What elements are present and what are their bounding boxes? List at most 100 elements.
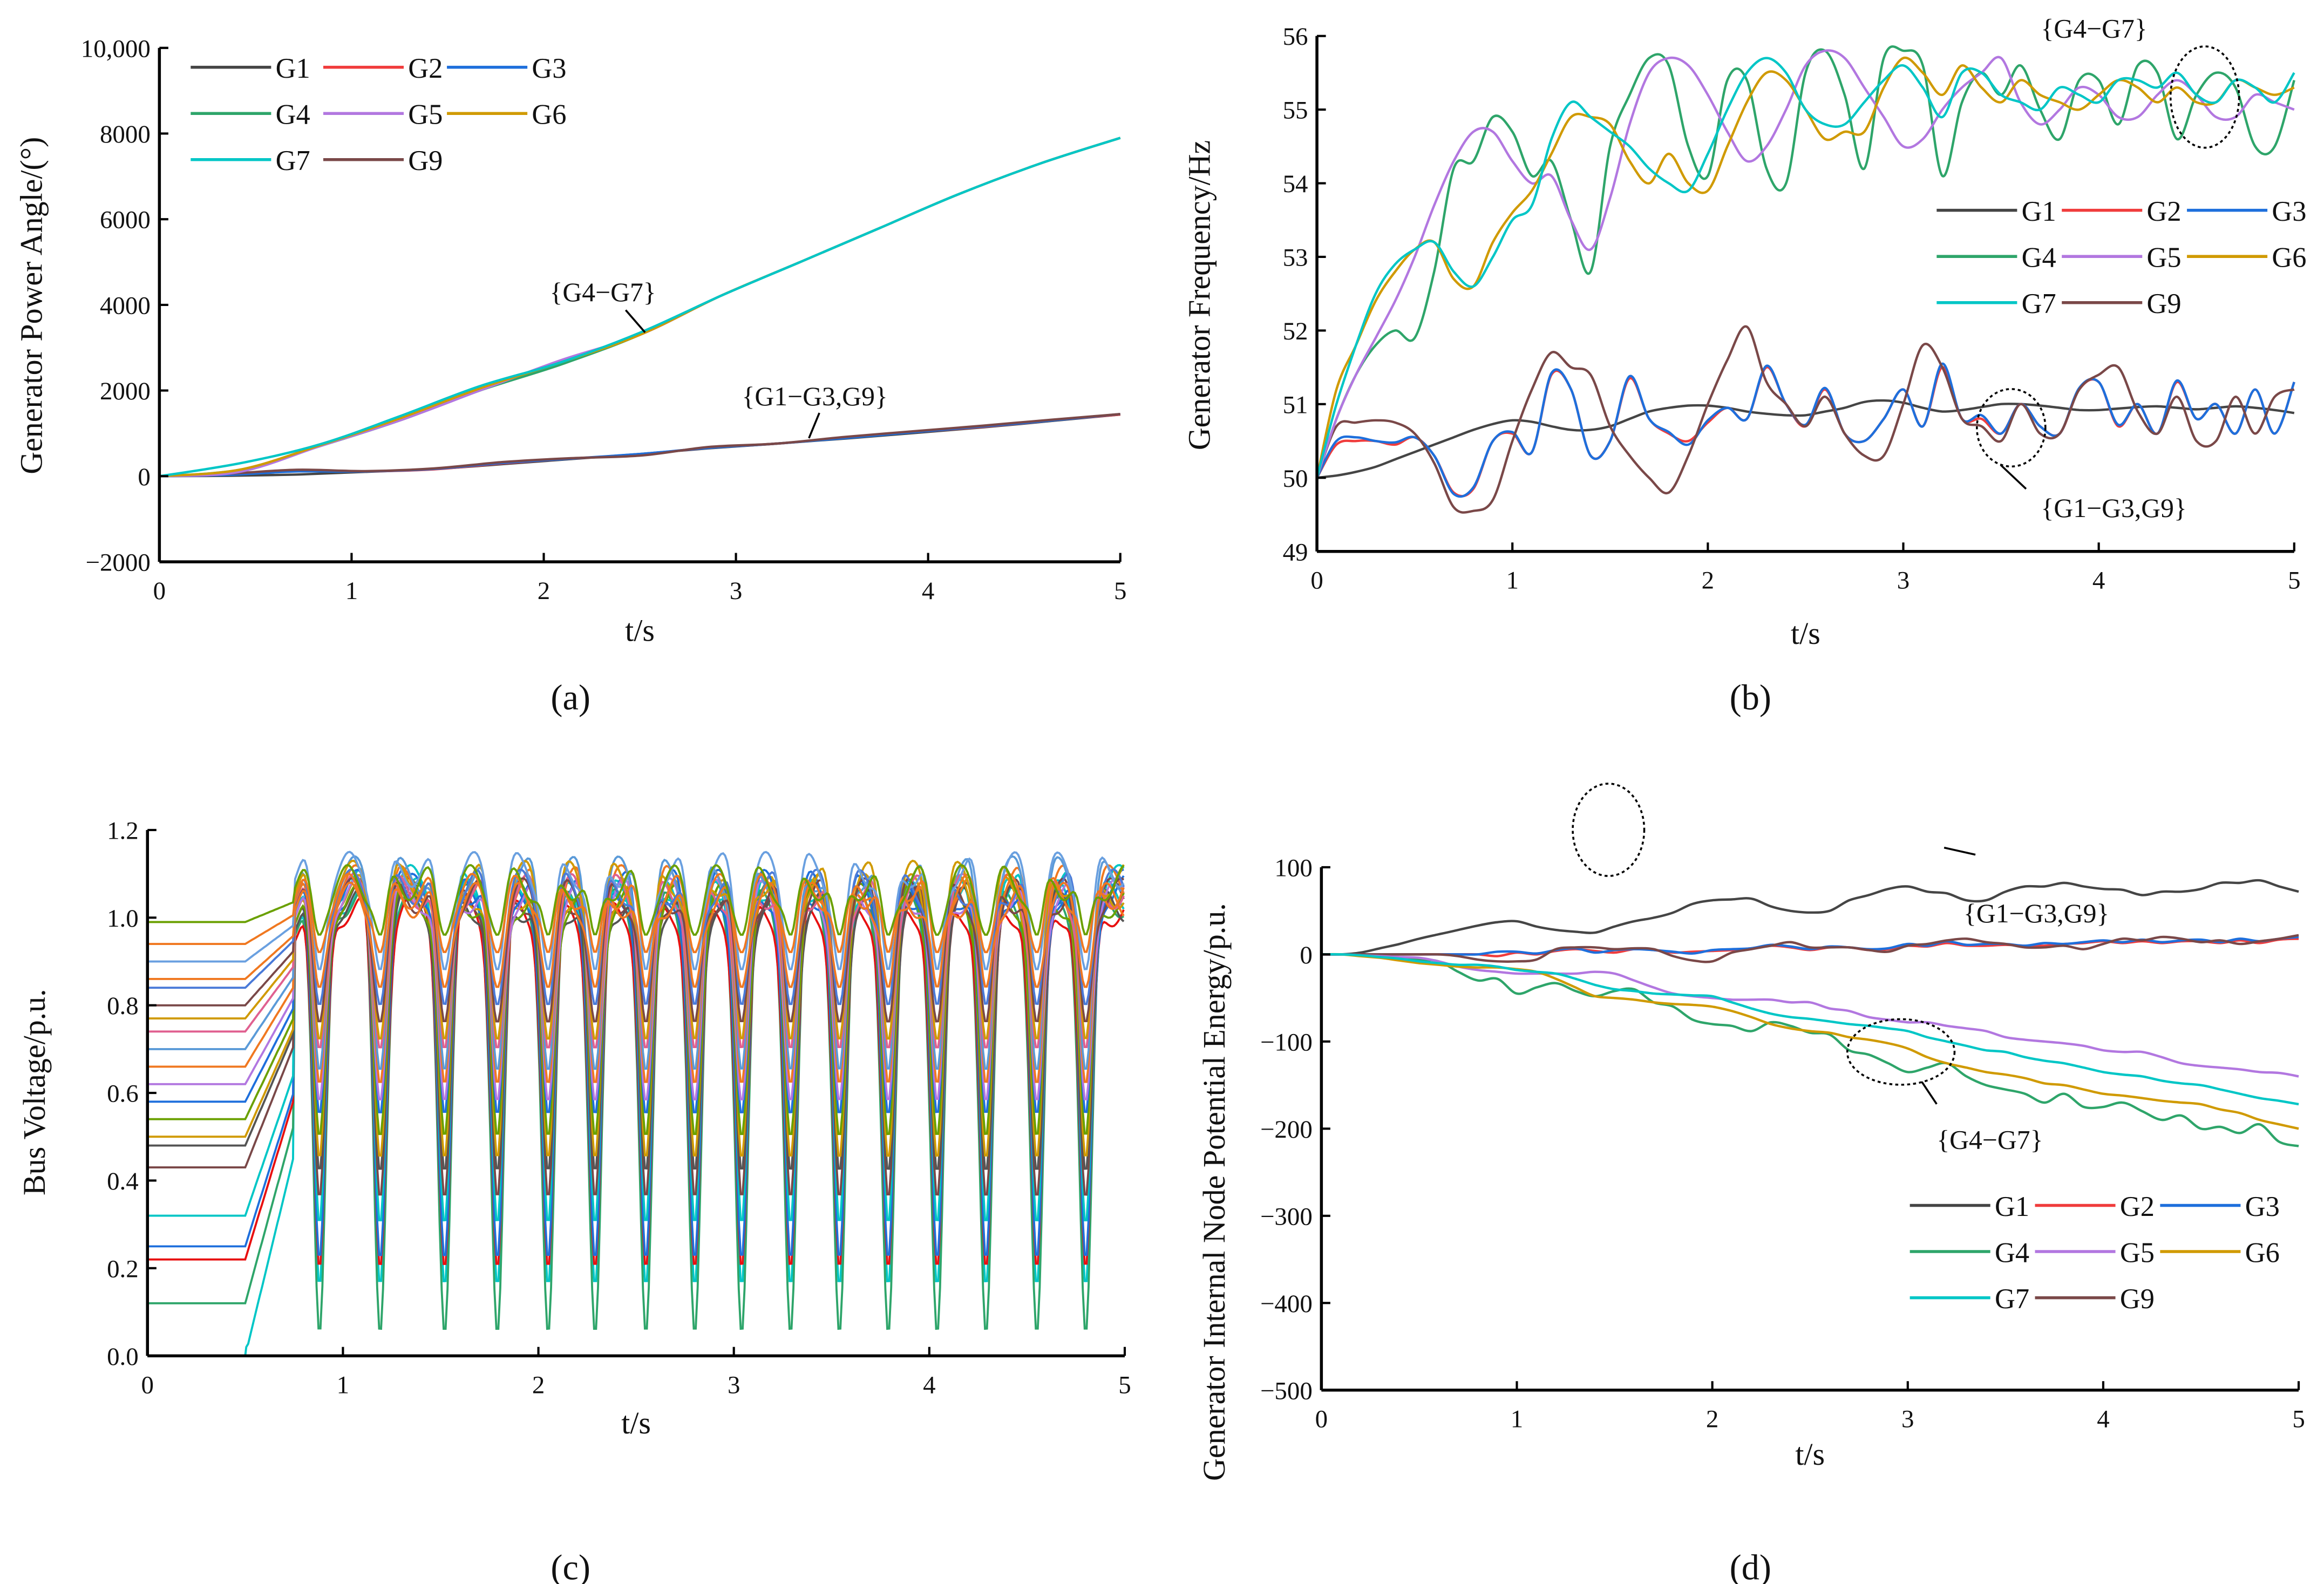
y-tick-label: 54 xyxy=(1283,170,1308,198)
y-tick-label: 0.4 xyxy=(107,1167,139,1195)
series-line-g1 xyxy=(1321,879,2299,956)
legend-label-g4: G4 xyxy=(1995,1237,2029,1268)
series-line-g9 xyxy=(159,413,1120,478)
annotations: {G4−G7} {G1−G3,G9} xyxy=(1976,13,2240,523)
x-axis-label: t/s xyxy=(625,613,655,648)
y-tick-label: 4000 xyxy=(100,291,151,319)
annotation-label: {G4−G7} xyxy=(2041,13,2148,43)
series-line-g7 xyxy=(159,137,1121,478)
series-lines xyxy=(1321,879,2299,1147)
chart-c: 1.2 1.0 0.8 0.6 0.4 0.2 0.00 1 2 3 4 5 t/s Bus Voltag… xyxy=(17,817,1131,1584)
annotation-pointer xyxy=(624,309,646,334)
x-tick-label: 0 xyxy=(153,577,166,605)
series-line-g5 xyxy=(1321,953,2299,1078)
annotation-pointer xyxy=(1944,846,1976,856)
series-line-g3 xyxy=(159,413,1120,478)
legend-label-g5: G5 xyxy=(408,99,443,131)
annotation-label: {G1−G3,G9} xyxy=(2041,493,2187,523)
legend-label-g5: G5 xyxy=(2147,242,2182,274)
y-tick-label: −200 xyxy=(1260,1116,1313,1144)
x-tick-label: 3 xyxy=(1897,567,1910,595)
annotation-label: {G1−G3,G9} xyxy=(742,382,888,411)
y-tick-label: 55 xyxy=(1283,97,1308,125)
legend-label-g9: G9 xyxy=(2120,1283,2155,1315)
annotation-ellipse xyxy=(1572,783,1646,877)
y-tick-label: −2000 xyxy=(86,549,151,577)
y-tick-label: 0.6 xyxy=(107,1080,139,1108)
series-line-g5 xyxy=(1315,49,2295,479)
y-tick-label: 0 xyxy=(1300,941,1312,969)
legend-label-g4: G4 xyxy=(2022,242,2056,274)
annotation-pointer xyxy=(2000,464,2027,490)
annotation-pointer xyxy=(808,412,820,439)
y-tick-label: −500 xyxy=(1260,1377,1313,1405)
y-axis-label: Generator Internal Node Potential Energy… xyxy=(1197,903,1232,1481)
series-line-g2 xyxy=(1316,366,2295,498)
series-line-g4 xyxy=(1321,953,2299,1147)
legend: G1 G2 G3 G4 G5 G6 G7 G9 xyxy=(191,53,567,176)
legend: G1 G2 G3 G4 G5 G6 G7 G9 xyxy=(1936,196,2306,319)
legend-label-g5: G5 xyxy=(2120,1237,2155,1268)
panel-label: (d) xyxy=(1730,1548,1771,1584)
y-tick-label: 50 xyxy=(1283,465,1308,493)
y-tick-label: 49 xyxy=(1283,538,1308,566)
legend-label-g9: G9 xyxy=(408,145,443,176)
bus-voltage-line-21 xyxy=(147,864,1125,936)
legend-label-g1: G1 xyxy=(1995,1191,2029,1222)
y-tick-label: 0.0 xyxy=(107,1343,139,1371)
x-tick-label: 0 xyxy=(1315,1405,1328,1433)
y-tick-label: 1.2 xyxy=(107,817,139,845)
y-tick-label: 51 xyxy=(1283,391,1308,419)
series-line-g9 xyxy=(1316,325,2295,514)
x-tick-label: 0 xyxy=(141,1371,154,1399)
x-tick-label: 4 xyxy=(923,1371,935,1399)
x-axis-label: t/s xyxy=(1791,616,1820,651)
series-line-g2 xyxy=(159,413,1120,478)
y-axis-label: Generator Power Angle/(°) xyxy=(13,137,49,474)
series-line-g3 xyxy=(1316,362,2295,498)
panel-label: (c) xyxy=(551,1548,590,1584)
series-line-g1 xyxy=(1316,399,2295,479)
legend-label-g6: G6 xyxy=(2245,1237,2280,1268)
y-tick-label: 100 xyxy=(1274,854,1312,882)
y-axis-label: Bus Voltage/p.u. xyxy=(17,989,52,1195)
legend-label-g7: G7 xyxy=(276,145,310,176)
x-tick-label: 5 xyxy=(2288,567,2300,595)
series-line-g7 xyxy=(1315,57,2295,478)
y-tick-label: 10,000 xyxy=(81,35,151,63)
bus-voltage-line-18 xyxy=(147,881,1125,988)
panel-label: (b) xyxy=(1730,678,1771,717)
x-tick-label: 2 xyxy=(1706,1405,1718,1433)
y-tick-label: −300 xyxy=(1260,1202,1313,1231)
y-tick-label: 56 xyxy=(1283,23,1308,51)
bus-voltage-line-16 xyxy=(147,877,1125,1023)
legend-label-g2: G2 xyxy=(408,53,443,84)
x-tick-label: 1 xyxy=(1511,1405,1523,1433)
x-tick-label: 2 xyxy=(532,1371,545,1399)
y-tick-label: 1.0 xyxy=(107,905,139,933)
y-tick-label: −400 xyxy=(1260,1290,1313,1318)
legend-label-g1: G1 xyxy=(276,53,310,84)
legend: G1 G2 G3 G4 G5 G6 G7 G9 xyxy=(1910,1191,2280,1315)
y-tick-label: 0.2 xyxy=(107,1255,139,1283)
x-axis-label: t/s xyxy=(621,1405,651,1440)
legend-label-g4: G4 xyxy=(276,99,310,131)
legend-label-g3: G3 xyxy=(532,53,566,84)
y-tick-label: 2000 xyxy=(100,377,151,405)
series-line-g7 xyxy=(1321,953,2299,1106)
annotation-label: {G4−G7} xyxy=(1936,1125,2043,1155)
y-axis-label: Generator Frequency/Hz xyxy=(1181,140,1217,450)
y-tick-label: 53 xyxy=(1283,244,1308,272)
y-tick-label: 6000 xyxy=(100,206,151,234)
x-tick-label: 3 xyxy=(728,1371,740,1399)
legend-label-g1: G1 xyxy=(2022,196,2056,227)
series-line-g6 xyxy=(1321,953,2299,1130)
series-lines xyxy=(147,851,1125,1357)
x-tick-label: 5 xyxy=(2292,1405,2305,1433)
x-tick-label: 4 xyxy=(2092,567,2105,595)
legend-label-g6: G6 xyxy=(532,99,566,131)
series-line-g1 xyxy=(159,413,1120,478)
y-tick-label: 0 xyxy=(138,463,150,491)
x-tick-label: 1 xyxy=(1506,567,1518,595)
